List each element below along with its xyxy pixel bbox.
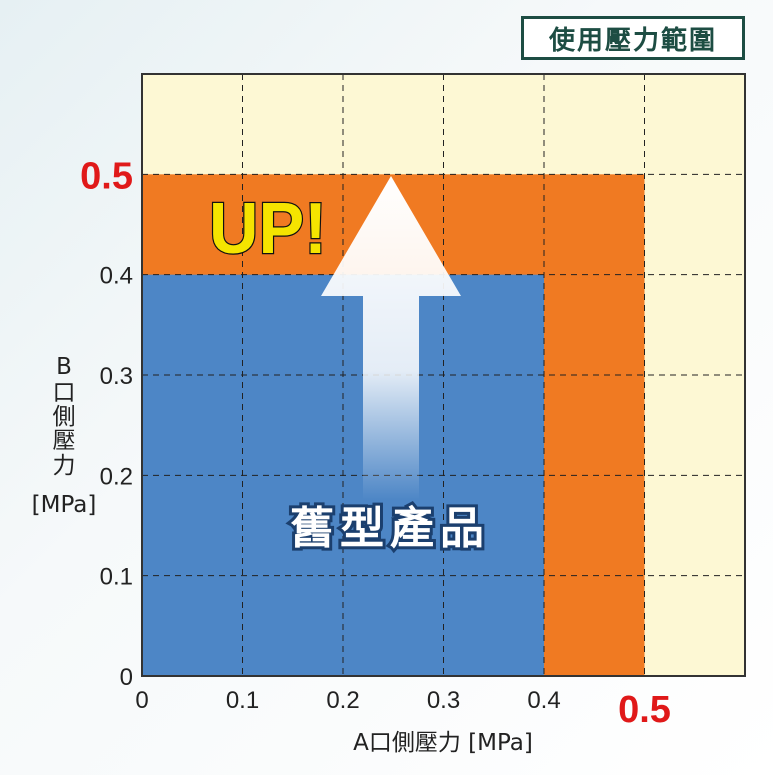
y-axis-label-part: [MPa] (32, 492, 97, 518)
y-axis-label-part: 口 (53, 380, 76, 406)
x-tick-label: 0.3 (427, 687, 460, 714)
pressure-range-badge: 使用壓力範圍 (521, 16, 745, 60)
y-tick-label: 0.2 (100, 463, 133, 490)
up-label: UP! (209, 189, 327, 269)
y-tick-label: 0.1 (100, 564, 133, 591)
x-tick-label: 0.2 (326, 687, 359, 714)
y-axis-label-part: 壓 (53, 428, 76, 454)
x-tick-label: 0 (135, 687, 148, 714)
y-tick-label: 0 (120, 664, 133, 691)
old-product-label: 舊型產品 (290, 503, 490, 554)
x-tick-label-highlight: 0.5 (618, 689, 671, 731)
y-axis-label-part: 力 (53, 453, 76, 479)
plot-area: UP! 舊型產品 (141, 73, 746, 677)
y-tick-label: 0.4 (100, 263, 133, 290)
tick-labels: 0 0.1 0.2 0.3 0.4 0 0.1 0.2 0.3 0.4 0.5 0.5 (80, 155, 671, 731)
x-tick-label: 0.1 (226, 687, 259, 714)
x-tick-label: 0.4 (527, 687, 560, 714)
y-tick-label-highlight: 0.5 (80, 155, 133, 197)
y-tick-label: 0.3 (100, 363, 133, 390)
y-axis-label-part: B (56, 354, 72, 380)
x-axis-label: A口側壓力 [MPa] (353, 730, 533, 756)
up-arrow (321, 176, 461, 500)
plot-frame (141, 73, 746, 677)
y-axis-label-part: 側 (53, 404, 76, 430)
